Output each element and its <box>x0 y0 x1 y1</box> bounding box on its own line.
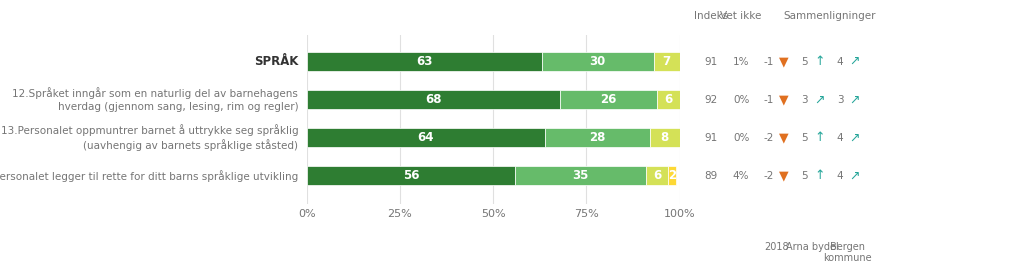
Text: -2: -2 <box>764 133 775 143</box>
Text: ↑: ↑ <box>815 55 825 68</box>
Text: ▼: ▼ <box>779 131 788 144</box>
Text: 28: 28 <box>590 131 606 144</box>
Text: ▼: ▼ <box>779 93 788 106</box>
Text: Vet ikke: Vet ikke <box>721 11 761 22</box>
Text: 5: 5 <box>801 171 808 181</box>
Text: 4: 4 <box>837 171 843 181</box>
Text: ↗: ↗ <box>815 93 825 106</box>
Text: 4: 4 <box>837 133 843 143</box>
Bar <box>653 52 680 71</box>
Text: 91: 91 <box>705 57 718 67</box>
Text: 3: 3 <box>837 95 843 105</box>
Text: 4%: 4% <box>733 171 749 181</box>
Text: -1: -1 <box>764 95 775 105</box>
Bar <box>546 128 650 147</box>
Bar <box>657 90 680 109</box>
Bar <box>560 90 657 109</box>
Text: Bergen
kommune: Bergen kommune <box>823 242 872 263</box>
Text: 0%: 0% <box>733 95 749 105</box>
Text: 68: 68 <box>425 93 442 106</box>
Text: 6: 6 <box>664 93 672 106</box>
Text: ↗: ↗ <box>849 93 860 106</box>
Bar <box>307 90 560 109</box>
Text: Sammenligninger: Sammenligninger <box>783 11 876 22</box>
Text: 89: 89 <box>705 171 718 181</box>
Text: 30: 30 <box>590 55 606 68</box>
Text: 7: 7 <box>662 55 670 68</box>
Bar <box>307 52 542 71</box>
Text: 64: 64 <box>418 131 434 144</box>
Text: 35: 35 <box>572 169 589 182</box>
Text: 0%: 0% <box>733 133 749 143</box>
Bar <box>307 166 515 185</box>
Text: 56: 56 <box>403 169 419 182</box>
Text: 1%: 1% <box>733 57 749 67</box>
Bar <box>515 166 646 185</box>
Text: 91: 91 <box>705 133 718 143</box>
Text: 63: 63 <box>416 55 432 68</box>
Text: 5: 5 <box>801 133 808 143</box>
Text: 2018: 2018 <box>763 242 789 252</box>
Bar <box>542 52 653 71</box>
Text: 26: 26 <box>601 93 617 106</box>
Text: 4: 4 <box>837 57 843 67</box>
Text: 8: 8 <box>660 131 668 144</box>
Text: ▼: ▼ <box>779 169 788 182</box>
Text: Indeks: Indeks <box>694 11 729 22</box>
Text: 2: 2 <box>668 169 677 182</box>
Text: Arna bydel: Arna bydel <box>786 242 838 252</box>
Text: -1: -1 <box>764 57 775 67</box>
Bar <box>668 166 676 185</box>
Text: ↗: ↗ <box>849 131 860 144</box>
Text: 6: 6 <box>653 169 661 182</box>
Text: ▼: ▼ <box>779 55 788 68</box>
Text: ↑: ↑ <box>815 169 825 182</box>
Text: -2: -2 <box>764 171 775 181</box>
Text: 3: 3 <box>801 95 808 105</box>
Bar <box>646 166 668 185</box>
Text: ↑: ↑ <box>815 131 825 144</box>
Text: ↗: ↗ <box>849 55 860 68</box>
Text: ↗: ↗ <box>849 169 860 182</box>
Bar <box>650 128 680 147</box>
Bar <box>307 128 546 147</box>
Text: 92: 92 <box>705 95 718 105</box>
Text: 5: 5 <box>801 57 808 67</box>
